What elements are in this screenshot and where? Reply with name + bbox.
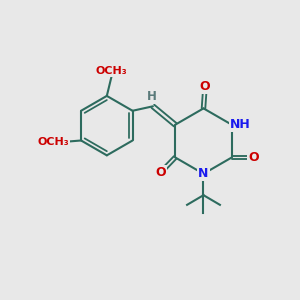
Text: O: O — [200, 80, 210, 94]
Text: N: N — [198, 167, 209, 180]
Text: OCH₃: OCH₃ — [95, 66, 127, 76]
Text: OCH₃: OCH₃ — [37, 137, 69, 147]
Text: H: H — [146, 90, 156, 103]
Text: NH: NH — [230, 118, 251, 131]
Text: O: O — [155, 167, 166, 179]
Text: O: O — [248, 151, 259, 164]
